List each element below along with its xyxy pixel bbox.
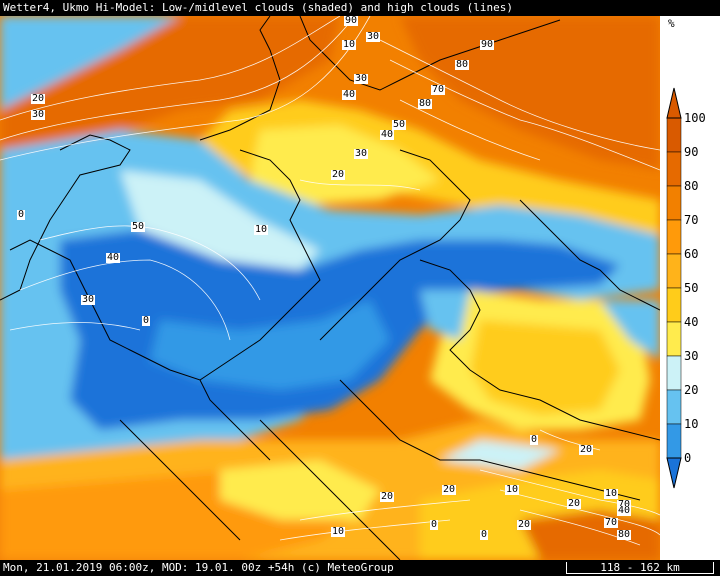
colorbar-segment — [666, 423, 682, 459]
colorbar-tick-label: 90 — [684, 145, 699, 159]
contour-label: 10 — [342, 39, 357, 50]
contour-label: 40 — [106, 252, 121, 263]
colorbar-segment — [666, 253, 682, 289]
contour-label: 30 — [31, 109, 46, 120]
contour-label: 30 — [366, 31, 381, 42]
contour-label: 20 — [442, 484, 457, 495]
footer-bar: Mon, 21.01.2019 06:00z, MOD: 19.01. 00z … — [0, 560, 720, 576]
legend-unit: % — [668, 17, 675, 30]
contour-label: 0 — [430, 519, 439, 530]
contour-label: 80 — [418, 98, 433, 109]
colorbar-min-arrow — [666, 457, 682, 489]
contour-label: 80 — [617, 529, 632, 540]
legend-panel — [660, 16, 720, 560]
contour-label: 80 — [455, 59, 470, 70]
contour-label: 70 — [431, 84, 446, 95]
colorbar-segment — [666, 185, 682, 221]
chart-title-bar: Wetter4, Ukmo Hi-Model: Low-/midlevel cl… — [0, 0, 720, 16]
colorbar-segment — [666, 117, 682, 153]
map-canvas — [0, 15, 661, 561]
colorbar-tick-label: 80 — [684, 179, 699, 193]
contour-label: 70 — [617, 499, 632, 510]
legend-colorbar — [666, 87, 682, 489]
scale-bar: 118 - 162 km — [566, 562, 714, 574]
contour-label: 30 — [354, 73, 369, 84]
contour-label: 0 — [17, 209, 26, 220]
colorbar-tick-label: 100 — [684, 111, 706, 125]
contour-label: 70 — [604, 517, 619, 528]
contour-label: 50 — [392, 119, 407, 130]
contour-label: 90 — [480, 39, 495, 50]
colorbar-segment — [666, 321, 682, 357]
colorbar-tick-label: 0 — [684, 451, 692, 465]
run-info: Mon, 21.01.2019 06:00z, MOD: 19.01. 00z … — [3, 561, 394, 574]
colorbar-segment — [666, 355, 682, 391]
colorbar-segment — [666, 389, 682, 425]
contour-label: 20 — [567, 498, 582, 509]
contour-label: 20 — [380, 491, 395, 502]
contour-label: 10 — [254, 224, 269, 235]
colorbar-segment — [666, 287, 682, 323]
colorbar-tick-label: 70 — [684, 213, 699, 227]
contour-label: 30 — [354, 148, 369, 159]
contour-label: 40 — [617, 505, 632, 516]
colorbar-tick-label: 30 — [684, 349, 699, 363]
colorbar-tick-label: 40 — [684, 315, 699, 329]
contour-label: 10 — [331, 526, 346, 537]
contour-label: 20 — [331, 169, 346, 180]
colorbar-tick-label: 50 — [684, 281, 699, 295]
contour-label: 0 — [480, 529, 489, 540]
contour-label: 40 — [380, 129, 395, 140]
colorbar-tick-label: 60 — [684, 247, 699, 261]
contour-label: 10 — [505, 484, 520, 495]
contour-label: 20 — [517, 519, 532, 530]
contour-label: 20 — [579, 444, 594, 455]
high-cloud-contours — [0, 15, 661, 546]
contour-label: 0 — [530, 434, 539, 445]
contour-label: 90 — [344, 15, 359, 26]
chart-title: Wetter4, Ukmo Hi-Model: Low-/midlevel cl… — [3, 1, 513, 14]
colorbar-tick-label: 10 — [684, 417, 699, 431]
contour-label: 10 — [604, 488, 619, 499]
colorbar-segment — [666, 219, 682, 255]
contour-label: 40 — [342, 89, 357, 100]
contour-label: 0 — [142, 315, 151, 326]
contour-label: 50 — [131, 221, 146, 232]
contour-label: 30 — [81, 294, 96, 305]
contour-label: 20 — [31, 93, 46, 104]
colorbar-tick-label: 20 — [684, 383, 699, 397]
colorbar-max-arrow — [666, 87, 682, 119]
cloud-cover-map: 90 30 10 90 80 30 70 40 80 20 30 50 40 30 20 0 10 50 40 30 0… — [0, 15, 661, 561]
country-borders — [0, 15, 661, 561]
colorbar-segment — [666, 151, 682, 187]
